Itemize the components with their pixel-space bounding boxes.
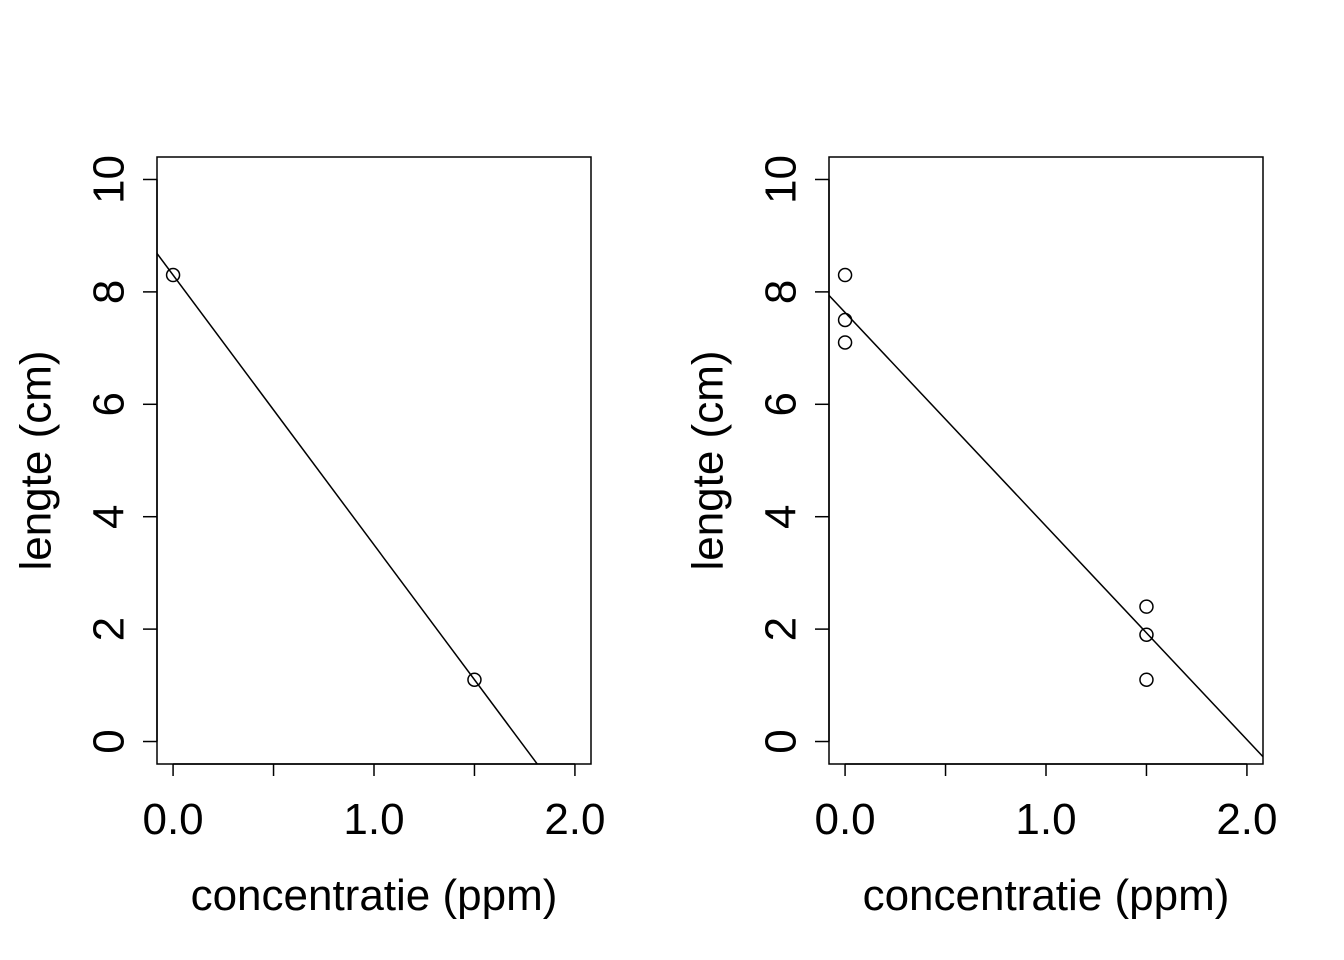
x-tick-label: 0.0 [142,795,203,844]
y-axis-title: lengte (cm) [684,350,733,570]
data-point [1139,672,1154,687]
data-point [1139,599,1154,614]
y-tick-label: 8 [85,280,134,304]
regression-line [157,252,539,764]
y-tick-label: 6 [757,392,806,416]
x-tick-label: 1.0 [1015,795,1076,844]
plot-frame [828,156,1264,765]
y-tick-label: 4 [757,504,806,528]
plot-frame [156,156,592,765]
x-tick-label: 1.0 [343,795,404,844]
x-axis-title: concentratie (ppm) [191,871,558,920]
y-tick-label: 0 [757,729,806,753]
y-tick-label: 4 [85,504,134,528]
chart-panel-1: 0.0 1.0 2.0 0 2 4 6 8 10 concentratie (ppm) lengte… [12,155,606,920]
y-tick-label: 0 [85,729,134,753]
y-tick-label: 2 [85,617,134,641]
chart-panel-2: 0.0 1.0 2.0 0 2 4 6 8 10 concentratie (ppm) lengte… [684,155,1278,920]
data-point [837,335,853,350]
y-tick-label: 6 [85,392,134,416]
regression-line [829,294,1263,758]
x-axis-title: concentratie (ppm) [863,871,1230,920]
y-tick-label: 10 [85,155,134,204]
x-tick-label: 2.0 [544,795,605,844]
x-tick-label: 2.0 [1216,795,1277,844]
data-point [165,267,181,283]
y-tick-label: 8 [757,280,806,304]
data-point [467,672,482,687]
data-point [837,267,853,283]
data-point [837,312,853,328]
data-point [1139,627,1154,642]
x-tick-label: 0.0 [814,795,875,844]
y-tick-label: 2 [757,617,806,641]
y-tick-label: 10 [757,155,806,204]
y-axis-title: lengte (cm) [12,350,61,570]
